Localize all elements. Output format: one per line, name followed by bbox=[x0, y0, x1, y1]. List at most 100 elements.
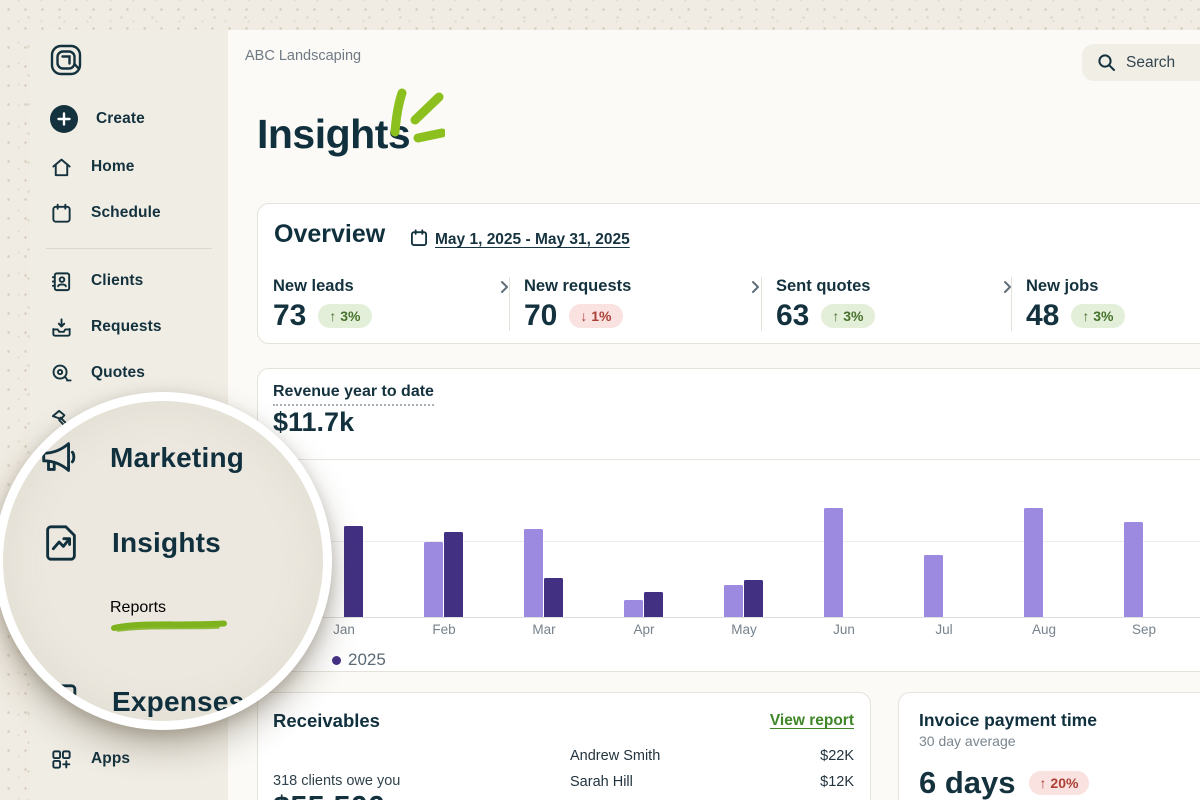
sidebar-item-label: Create bbox=[96, 110, 145, 127]
stat-divider bbox=[509, 277, 510, 331]
bar-2024-apr bbox=[624, 600, 643, 617]
sidebar-item-expenses[interactable]: Expenses bbox=[40, 681, 244, 721]
sidebar-item-marketing[interactable]: Marketing bbox=[38, 437, 244, 479]
bar-2024-may bbox=[724, 585, 743, 617]
overview-title: Overview bbox=[274, 220, 386, 248]
receivable-row: Andrew Smith $22K bbox=[570, 748, 854, 764]
sparkle-icon bbox=[390, 88, 445, 143]
overview-card: Overview May 1, 2025 - May 31, 2025 New … bbox=[257, 203, 1200, 344]
stat-value: 63 bbox=[776, 299, 810, 332]
overview-stat-new-leads[interactable]: New leads 73 ↑ 3% bbox=[273, 277, 509, 331]
sidebar-item-apps[interactable]: Apps bbox=[50, 747, 130, 771]
search-placeholder: Search bbox=[1126, 53, 1176, 71]
x-axis-label-jul: Jul bbox=[935, 622, 953, 637]
view-report-link[interactable]: View report bbox=[769, 712, 854, 729]
chevron-right-icon bbox=[501, 280, 508, 293]
stat-divider bbox=[761, 277, 762, 331]
invoice-payment-value: 6 days bbox=[919, 765, 1016, 800]
bar-2025-feb bbox=[444, 532, 463, 617]
sidebar-item-label: Requests bbox=[91, 318, 162, 335]
sidebar-item-label: Apps bbox=[91, 750, 131, 767]
receivable-row: Sarah Hill $12K bbox=[570, 774, 854, 790]
sidebar-item-label: Home bbox=[91, 158, 135, 175]
x-axis-label-jun: Jun bbox=[833, 622, 855, 637]
sidebar-item-label: Reports bbox=[110, 599, 167, 616]
invoice-payment-title: Invoice payment time bbox=[919, 710, 1097, 730]
home-icon bbox=[52, 158, 71, 176]
bar-2025-may bbox=[744, 580, 763, 617]
sidebar-item-schedule[interactable]: Schedule bbox=[50, 201, 161, 225]
sidebar-item-home[interactable]: Home bbox=[50, 155, 134, 179]
x-axis-label-aug: Aug bbox=[1031, 622, 1057, 637]
sidebar-item-clients[interactable]: Clients bbox=[50, 269, 143, 293]
stat-label: Sent quotes bbox=[776, 277, 871, 295]
stat-divider bbox=[1011, 277, 1012, 331]
client-amount: $22K bbox=[820, 748, 854, 764]
chevron-right-icon bbox=[752, 280, 759, 293]
sidebar-item-label: Schedule bbox=[91, 204, 161, 221]
main-content: ABC Landscaping Search Insights Overview… bbox=[228, 30, 1200, 800]
stat-delta-badge: ↑ 3% bbox=[821, 304, 875, 328]
search-input[interactable]: Search bbox=[1082, 44, 1200, 81]
sidebar-item-label: Insights bbox=[112, 527, 221, 558]
stat-delta-badge: ↑ 3% bbox=[1071, 304, 1125, 328]
app-window: Create Home Schedule Clients bbox=[30, 30, 1200, 800]
stat-delta-badge: ↑ 3% bbox=[318, 304, 372, 328]
legend-label: 2025 bbox=[348, 650, 386, 669]
bar-2024-jun bbox=[824, 508, 843, 617]
sidebar-item-create[interactable]: Create bbox=[50, 105, 145, 133]
bar-2024-aug bbox=[1024, 508, 1043, 617]
bar-2024-jul bbox=[924, 555, 943, 617]
invoice-payment-card: Invoice payment time 30 day average 6 da… bbox=[898, 692, 1200, 800]
stat-label: New jobs bbox=[1026, 277, 1099, 295]
expenses-clock-icon bbox=[43, 684, 77, 721]
invoice-payment-delta-badge: ↑ 20% bbox=[1028, 770, 1090, 795]
company-name: ABC Landscaping bbox=[245, 48, 362, 64]
tape-measure-icon bbox=[52, 364, 72, 381]
sidebar-item-reports[interactable]: Reports bbox=[110, 599, 228, 633]
revenue-title[interactable]: Revenue year to date bbox=[273, 383, 434, 406]
sidebar-item-insights[interactable]: Insights bbox=[40, 522, 221, 564]
overview-stat-new-jobs[interactable]: New jobs 48 ↑ 3% bbox=[1026, 277, 1200, 331]
marker-underline-icon bbox=[111, 620, 227, 632]
plus-icon bbox=[50, 105, 78, 133]
magnifier-overlay: Marketing Insights Reports Expenses bbox=[0, 392, 332, 730]
sidebar-item-quotes[interactable]: Quotes bbox=[50, 361, 145, 385]
sidebar-divider bbox=[46, 248, 212, 249]
stat-label: New requests bbox=[524, 277, 632, 295]
sidebar-item-label: Quotes bbox=[91, 364, 145, 381]
chart-gridline bbox=[258, 541, 1200, 542]
x-axis-label-jan: Jan bbox=[333, 622, 355, 637]
calendar-icon bbox=[52, 203, 71, 223]
jobber-logo-icon bbox=[50, 44, 82, 76]
bar-2024-feb bbox=[424, 542, 443, 617]
legend-dot-2025 bbox=[332, 655, 341, 665]
bar-2025-apr bbox=[644, 592, 663, 617]
x-axis-label-may: May bbox=[731, 622, 757, 637]
x-axis-label-apr: Apr bbox=[633, 622, 655, 637]
overview-stat-new-requests[interactable]: New requests 70 ↓ 1% bbox=[524, 277, 760, 331]
sidebar-item-label: Clients bbox=[91, 272, 144, 289]
stat-value: 73 bbox=[273, 299, 307, 332]
sidebar-item-label: Marketing bbox=[110, 442, 245, 473]
date-range-selector[interactable]: May 1, 2025 - May 31, 2025 bbox=[435, 231, 630, 248]
x-axis-label-mar: Mar bbox=[532, 622, 556, 637]
invoice-payment-subtitle: 30 day average bbox=[919, 733, 1016, 749]
clients-owe-value: $55,500 bbox=[273, 789, 385, 800]
overview-stat-sent-quotes[interactable]: Sent quotes 63 ↑ 3% bbox=[776, 277, 1012, 331]
bar-chart bbox=[258, 459, 1200, 618]
bar-2024-sep bbox=[1124, 522, 1143, 617]
revenue-chart-card: Revenue year to date $11.7k Jan Feb Mar Apr… bbox=[257, 368, 1200, 672]
bar-2024-mar bbox=[524, 529, 543, 617]
stat-value: 70 bbox=[524, 299, 558, 332]
stat-label: New leads bbox=[273, 277, 354, 295]
client-name: Andrew Smith bbox=[570, 748, 661, 764]
sidebar-item-requests[interactable]: Requests bbox=[50, 315, 162, 339]
bar-2025-jan bbox=[344, 526, 363, 617]
receivables-card: Receivables View report 318 clients owe … bbox=[257, 692, 871, 800]
revenue-value: $11.7k bbox=[273, 407, 355, 437]
x-axis-label-sep: Sep bbox=[1131, 622, 1157, 637]
x-axis-label-feb: Feb bbox=[432, 622, 456, 637]
chevron-right-icon bbox=[1004, 280, 1011, 293]
receivables-title: Receivables bbox=[273, 710, 380, 731]
